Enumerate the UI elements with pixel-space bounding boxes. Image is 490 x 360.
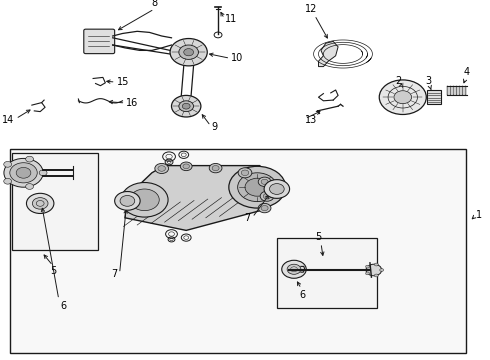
Circle shape [25, 184, 33, 189]
FancyBboxPatch shape [84, 29, 115, 54]
Circle shape [130, 189, 159, 211]
Circle shape [172, 95, 201, 117]
Polygon shape [462, 86, 463, 95]
Circle shape [183, 164, 190, 169]
Polygon shape [318, 41, 338, 67]
Circle shape [4, 161, 12, 167]
Circle shape [261, 179, 268, 184]
Circle shape [158, 166, 166, 171]
Circle shape [379, 80, 426, 114]
Circle shape [264, 180, 290, 198]
Polygon shape [447, 86, 448, 95]
Text: 6: 6 [300, 290, 306, 300]
Circle shape [115, 192, 140, 210]
Text: 5: 5 [316, 232, 321, 242]
Bar [10, 149, 466, 353]
Circle shape [170, 39, 207, 66]
Circle shape [229, 166, 286, 208]
Circle shape [258, 203, 271, 213]
Circle shape [32, 198, 48, 209]
Text: 14: 14 [2, 114, 15, 125]
Circle shape [263, 193, 271, 199]
Circle shape [238, 173, 277, 202]
Circle shape [374, 263, 378, 266]
Circle shape [287, 264, 301, 274]
Text: 6: 6 [61, 301, 67, 311]
Circle shape [184, 49, 194, 56]
Circle shape [180, 162, 192, 171]
Circle shape [260, 191, 274, 201]
Circle shape [182, 103, 190, 109]
Text: 7: 7 [111, 269, 118, 279]
Circle shape [241, 170, 249, 176]
Text: 5: 5 [50, 266, 56, 276]
Circle shape [179, 101, 194, 112]
Polygon shape [453, 86, 454, 95]
Circle shape [366, 264, 382, 276]
Circle shape [366, 265, 369, 268]
Text: 7: 7 [245, 213, 251, 223]
Bar [12, 153, 98, 250]
Circle shape [155, 163, 169, 174]
Circle shape [282, 260, 306, 278]
Circle shape [25, 156, 33, 162]
Circle shape [10, 163, 37, 183]
Polygon shape [459, 86, 460, 95]
Text: 3: 3 [426, 76, 432, 86]
Circle shape [212, 166, 219, 171]
Polygon shape [125, 166, 277, 230]
Text: 12: 12 [305, 4, 318, 14]
Polygon shape [456, 86, 457, 95]
Polygon shape [465, 86, 466, 95]
Circle shape [245, 178, 270, 196]
Circle shape [4, 158, 43, 187]
Bar [427, 90, 441, 104]
Circle shape [394, 91, 412, 104]
Text: 11: 11 [225, 14, 238, 24]
Circle shape [366, 272, 369, 275]
Circle shape [258, 177, 271, 186]
Text: 8: 8 [151, 0, 157, 8]
Circle shape [374, 274, 378, 277]
Circle shape [380, 269, 384, 271]
Text: 9: 9 [212, 122, 218, 132]
Bar [277, 238, 377, 308]
Circle shape [39, 170, 47, 176]
Circle shape [121, 183, 168, 217]
Circle shape [4, 179, 12, 184]
Circle shape [16, 167, 31, 178]
Text: 1: 1 [476, 210, 482, 220]
Circle shape [238, 168, 252, 178]
Text: 4: 4 [464, 67, 469, 77]
Circle shape [26, 193, 54, 213]
Polygon shape [450, 86, 451, 95]
Text: 2: 2 [396, 76, 402, 86]
Text: 16: 16 [126, 98, 139, 108]
Circle shape [270, 184, 284, 194]
Text: 10: 10 [231, 53, 244, 63]
Text: 15: 15 [117, 77, 129, 87]
Circle shape [120, 195, 135, 206]
Circle shape [209, 163, 222, 173]
Text: 13: 13 [305, 114, 317, 125]
Circle shape [179, 45, 198, 59]
Circle shape [261, 206, 268, 211]
